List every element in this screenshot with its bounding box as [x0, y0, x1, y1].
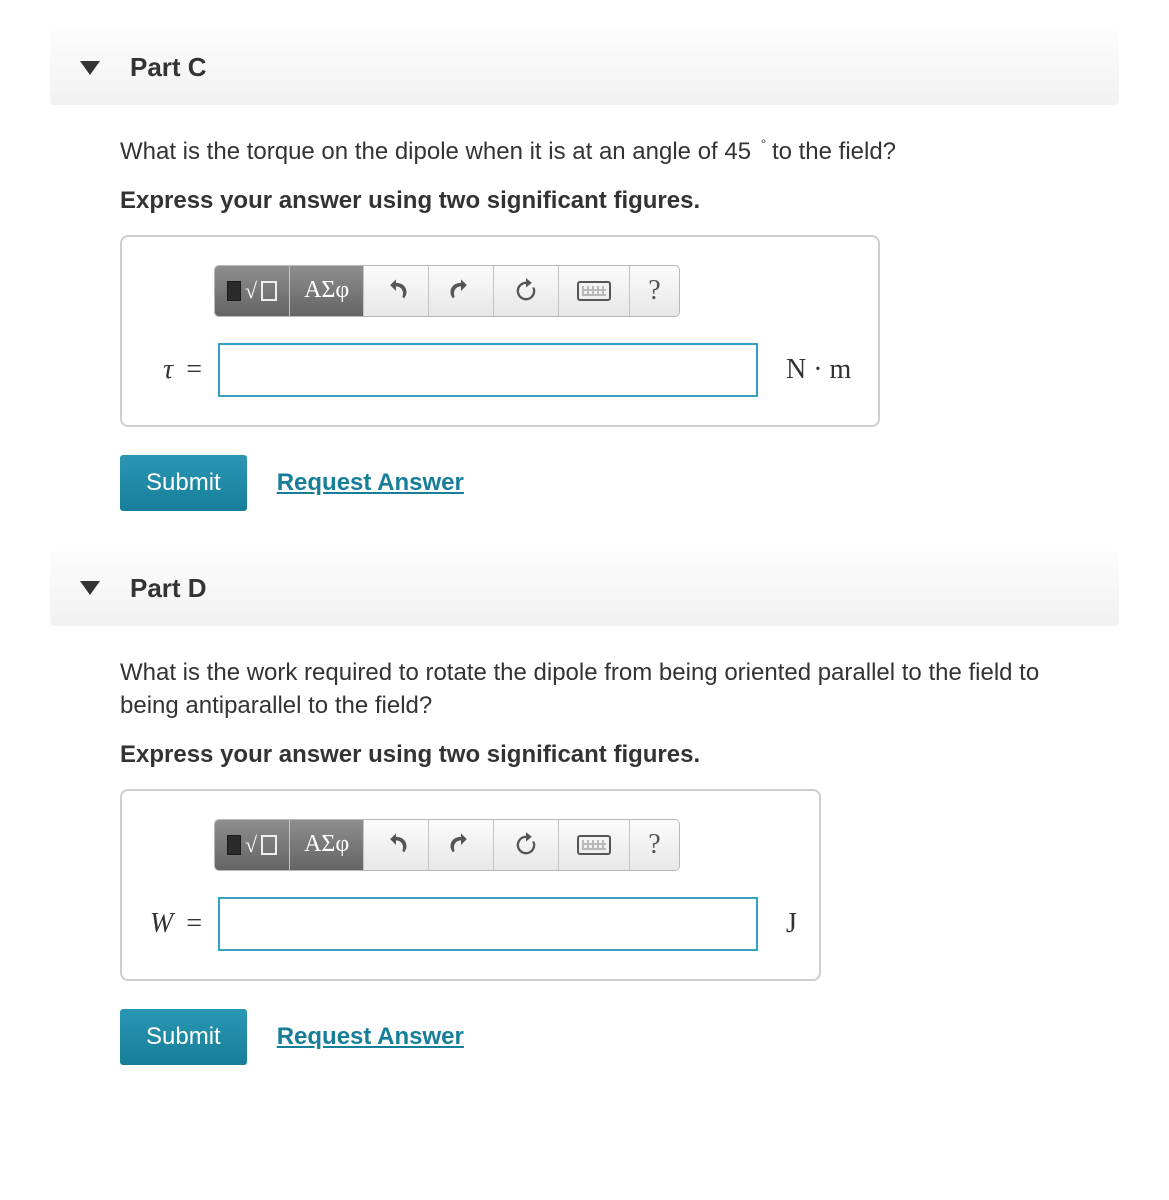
submit-button[interactable]: Submit [120, 1009, 247, 1065]
reset-icon [512, 277, 540, 305]
part-d-header[interactable]: Part D [50, 551, 1119, 626]
question-text-pre: What is the torque on the dipole when it… [120, 138, 751, 165]
degree-symbol: ∘ [760, 134, 768, 148]
part-c-input-row: τ = N · m [144, 343, 856, 397]
part-d-body: What is the work required to rotate the … [50, 656, 1119, 1065]
undo-button[interactable] [364, 820, 429, 870]
equals-sign: = [186, 908, 202, 939]
question-text-post: to the field? [772, 138, 896, 165]
keyboard-icon [577, 281, 611, 301]
keyboard-button[interactable] [559, 820, 630, 870]
reset-button[interactable] [494, 266, 559, 316]
request-answer-link[interactable]: Request Answer [277, 469, 464, 497]
collapse-icon [80, 581, 100, 595]
equals-sign: = [186, 354, 202, 385]
help-button[interactable]: ? [630, 266, 678, 316]
reset-icon [512, 831, 540, 859]
variable-w: W [150, 908, 173, 939]
redo-button[interactable] [429, 266, 494, 316]
part-d-answer-input[interactable] [218, 897, 758, 951]
redo-icon [447, 277, 475, 305]
collapse-icon [80, 61, 100, 75]
keyboard-icon [577, 835, 611, 855]
redo-button[interactable] [429, 820, 494, 870]
part-c-header[interactable]: Part C [50, 30, 1119, 105]
help-button[interactable]: ? [630, 820, 678, 870]
part-d-title: Part D [130, 573, 207, 604]
part-c-instruction: Express your answer using two significan… [120, 187, 1089, 215]
part-c-question: What is the torque on the dipole when it… [120, 135, 1089, 169]
reset-button[interactable] [494, 820, 559, 870]
variable-label: W = [144, 908, 202, 940]
undo-icon [382, 277, 410, 305]
symbols-button[interactable]: ΑΣφ [290, 820, 364, 870]
redo-icon [447, 831, 475, 859]
symbols-button[interactable]: ΑΣφ [290, 266, 364, 316]
part-c-answer-box: √ ΑΣφ ? [120, 235, 880, 427]
part-c-actions: Submit Request Answer [120, 455, 1089, 511]
variable-tau: τ [163, 354, 173, 385]
part-c-units: N · m [786, 354, 851, 386]
part-d-instruction: Express your answer using two significan… [120, 741, 1089, 769]
request-answer-link[interactable]: Request Answer [277, 1023, 464, 1051]
templates-button[interactable]: √ [215, 266, 290, 316]
part-d-answer-box: √ ΑΣφ ? [120, 789, 821, 981]
templates-button[interactable]: √ [215, 820, 290, 870]
part-c-answer-input[interactable] [218, 343, 758, 397]
undo-button[interactable] [364, 266, 429, 316]
part-d-question: What is the work required to rotate the … [120, 656, 1089, 723]
part-d-input-row: W = J [144, 897, 797, 951]
part-d-units: J [786, 908, 797, 940]
keyboard-button[interactable] [559, 266, 630, 316]
equation-toolbar: √ ΑΣφ ? [214, 819, 680, 871]
part-c-body: What is the torque on the dipole when it… [50, 135, 1119, 511]
submit-button[interactable]: Submit [120, 455, 247, 511]
part-c-title: Part C [130, 52, 207, 83]
part-d-actions: Submit Request Answer [120, 1009, 1089, 1065]
variable-label: τ = [144, 354, 202, 386]
undo-icon [382, 831, 410, 859]
equation-toolbar: √ ΑΣφ ? [214, 265, 680, 317]
